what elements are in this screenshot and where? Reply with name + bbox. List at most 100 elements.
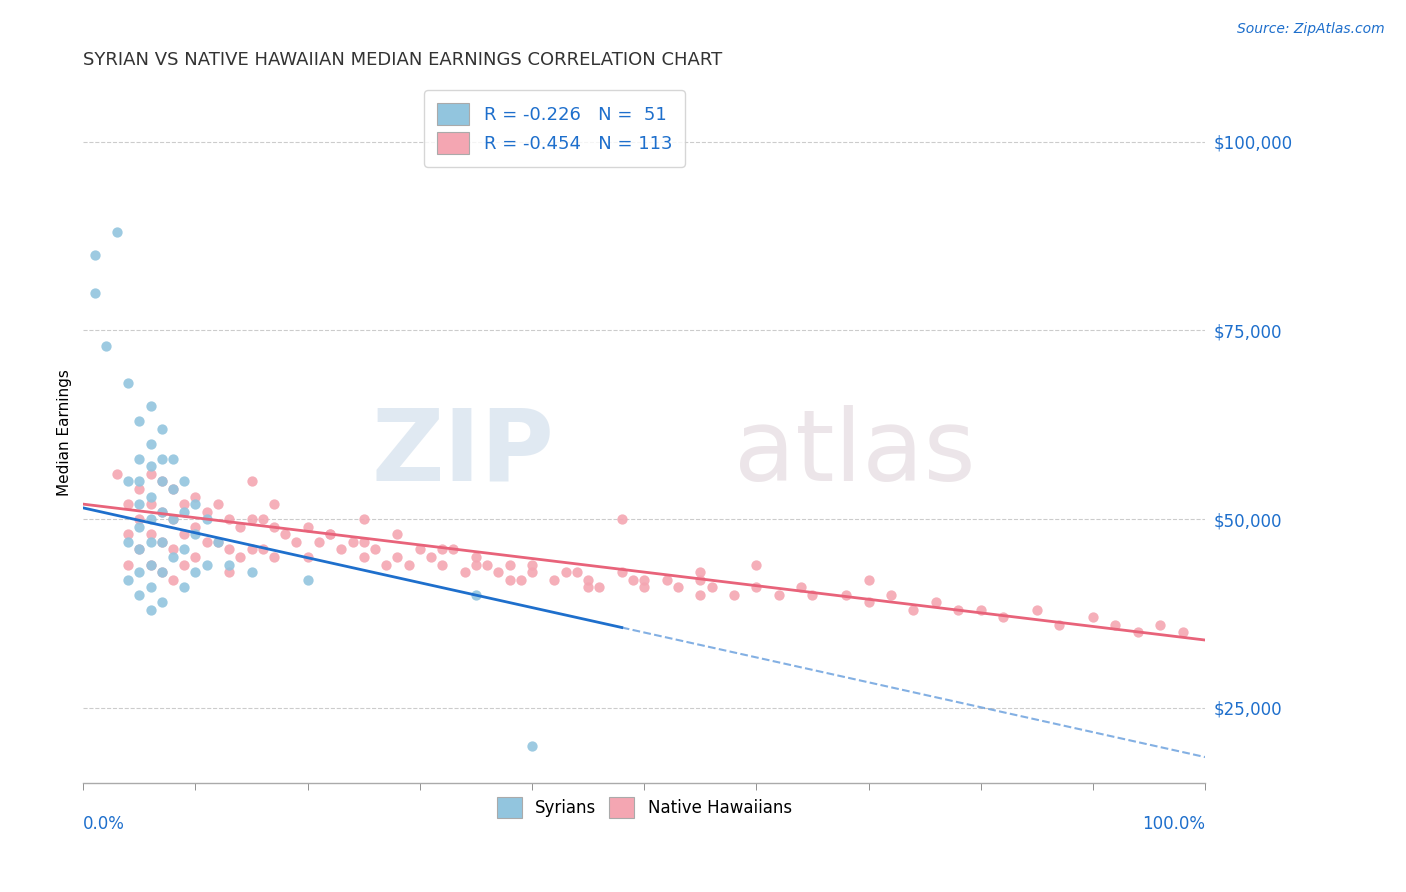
Point [117,535,139,549]
Point [150,422,173,436]
Point [150,475,173,489]
Point [432,542,454,557]
Point [465,588,488,602]
Point [173,580,195,594]
Point [689,565,711,579]
Point [94,338,117,352]
Point [128,451,150,466]
Point [1047,618,1070,632]
Point [520,565,543,579]
Point [353,512,375,526]
Point [554,565,576,579]
Point [162,482,184,496]
Point [150,451,173,466]
Point [621,573,644,587]
Point [520,558,543,572]
Point [520,739,543,753]
Point [207,535,229,549]
Point [173,542,195,557]
Point [1081,610,1104,624]
Point [218,565,240,579]
Point [700,580,723,594]
Point [218,558,240,572]
Point [150,475,173,489]
Point [139,436,162,450]
Point [150,565,173,579]
Point [543,573,565,587]
Point [475,558,498,572]
Point [139,497,162,511]
Point [128,482,150,496]
Point [297,573,319,587]
Point [498,558,520,572]
Point [240,512,263,526]
Point [1149,618,1171,632]
Point [162,482,184,496]
Point [610,565,633,579]
Point [128,497,150,511]
Point [880,588,903,602]
Point [263,520,285,534]
Point [689,573,711,587]
Y-axis label: Median Earnings: Median Earnings [58,369,72,496]
Point [252,512,274,526]
Point [128,475,150,489]
Point [117,497,139,511]
Point [801,588,824,602]
Point [139,558,162,572]
Point [139,490,162,504]
Point [1126,625,1149,640]
Point [195,558,218,572]
Point [240,542,263,557]
Point [723,588,745,602]
Point [150,565,173,579]
Point [364,542,387,557]
Point [588,580,610,594]
Point [509,573,531,587]
Point [162,542,184,557]
Point [948,603,970,617]
Point [173,505,195,519]
Point [633,573,655,587]
Point [486,565,509,579]
Point [117,475,139,489]
Point [353,535,375,549]
Point [689,588,711,602]
Point [150,535,173,549]
Point [297,520,319,534]
Point [297,549,319,564]
Point [319,527,342,541]
Point [1104,618,1126,632]
Point [274,527,297,541]
Point [128,512,150,526]
Point [218,512,240,526]
Point [139,603,162,617]
Point [105,467,128,481]
Point [139,399,162,413]
Point [195,505,218,519]
Point [207,497,229,511]
Point [150,505,173,519]
Point [173,527,195,541]
Point [195,512,218,526]
Point [387,527,409,541]
Point [139,467,162,481]
Point [465,549,488,564]
Point [184,490,207,504]
Point [398,558,420,572]
Point [83,285,105,300]
Point [576,580,599,594]
Point [128,542,150,557]
Point [162,549,184,564]
Point [285,535,308,549]
Point [184,520,207,534]
Point [184,497,207,511]
Point [105,225,128,239]
Point [150,535,173,549]
Point [353,549,375,564]
Point [128,542,150,557]
Point [835,588,858,602]
Point [903,603,925,617]
Point [925,595,948,609]
Point [83,248,105,262]
